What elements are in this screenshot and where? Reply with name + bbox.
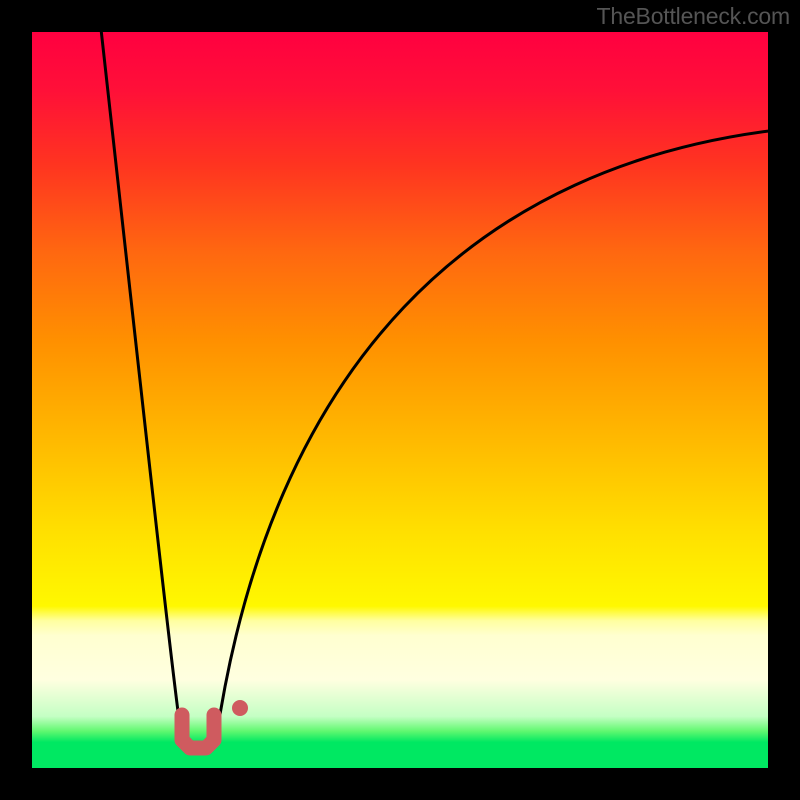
dot-marker (232, 700, 248, 716)
bottleneck-chart (0, 0, 800, 800)
watermark-text: TheBottleneck.com (597, 3, 790, 30)
green-band (32, 742, 768, 768)
